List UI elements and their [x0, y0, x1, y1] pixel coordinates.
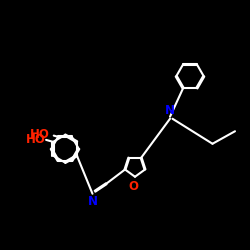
Text: N: N: [165, 104, 175, 117]
Text: HO: HO: [26, 134, 46, 146]
Text: HO: HO: [30, 128, 49, 141]
Text: O: O: [129, 180, 139, 193]
Text: N: N: [88, 195, 98, 208]
